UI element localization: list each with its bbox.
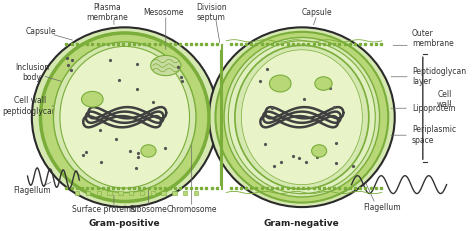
Text: Flagellum: Flagellum <box>363 203 401 212</box>
Text: Chromosome: Chromosome <box>166 205 217 214</box>
Ellipse shape <box>315 77 332 90</box>
Text: Flagellum: Flagellum <box>13 186 51 195</box>
Text: Division
septum: Division septum <box>196 3 227 22</box>
Bar <box>129 191 133 195</box>
Text: Surface proteins: Surface proteins <box>72 205 135 214</box>
Text: Cell
wall: Cell wall <box>437 90 452 109</box>
Text: Gram-positive: Gram-positive <box>89 219 161 228</box>
Text: Peptidoglycan
layer: Peptidoglycan layer <box>412 67 466 86</box>
Bar <box>162 191 166 195</box>
Text: Inclusion
body: Inclusion body <box>15 63 49 82</box>
Ellipse shape <box>82 91 103 107</box>
Ellipse shape <box>235 45 369 189</box>
Ellipse shape <box>60 46 190 188</box>
Bar <box>86 191 90 195</box>
Text: Plasma
membrane: Plasma membrane <box>87 3 128 22</box>
Text: Ribosome: Ribosome <box>129 205 167 214</box>
Text: Capsule: Capsule <box>301 8 332 17</box>
Bar <box>172 191 176 195</box>
Text: Outer
membrane: Outer membrane <box>412 29 454 48</box>
Text: Periplasmic
space: Periplasmic space <box>412 125 456 145</box>
Bar <box>108 191 112 195</box>
Text: Mesosome: Mesosome <box>143 8 184 17</box>
Text: Cell wall
peptidoglycan: Cell wall peptidoglycan <box>2 96 57 116</box>
Text: Capsule: Capsule <box>25 27 56 36</box>
Ellipse shape <box>141 145 156 157</box>
Text: Lipoprotein: Lipoprotein <box>412 104 456 113</box>
Ellipse shape <box>54 42 196 192</box>
Bar <box>118 191 123 195</box>
Ellipse shape <box>32 27 218 207</box>
Ellipse shape <box>311 145 327 157</box>
Bar <box>75 191 79 195</box>
Bar <box>140 191 144 195</box>
Ellipse shape <box>224 37 380 197</box>
Text: Gram-negative: Gram-negative <box>264 219 340 228</box>
Ellipse shape <box>269 75 291 92</box>
Bar <box>151 191 155 195</box>
Ellipse shape <box>228 41 375 194</box>
Ellipse shape <box>209 27 395 207</box>
Bar <box>183 191 187 195</box>
Ellipse shape <box>216 32 388 203</box>
Ellipse shape <box>151 55 181 76</box>
Bar <box>194 191 198 195</box>
Ellipse shape <box>40 33 209 201</box>
Bar <box>97 191 101 195</box>
Ellipse shape <box>241 50 362 185</box>
